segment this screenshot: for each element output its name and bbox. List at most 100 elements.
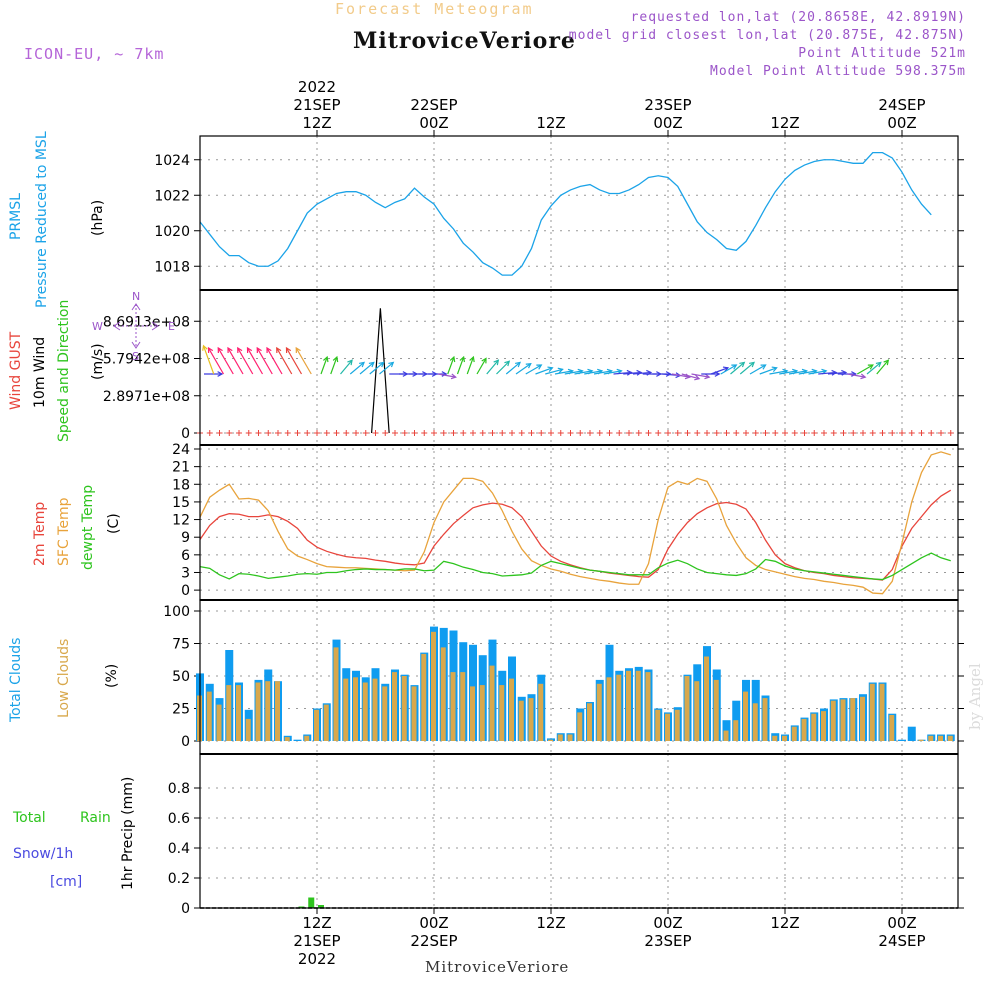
wind-arrow-head — [860, 373, 867, 380]
compass-rose — [113, 303, 159, 349]
wind-arrow — [285, 346, 303, 375]
low-cloud-bar — [216, 704, 222, 741]
bottom-hour-label: 00Z — [419, 914, 448, 932]
top-hour-label: 00Z — [653, 114, 682, 132]
wind-arrow-shaft — [295, 347, 312, 375]
low-cloud-bar — [772, 735, 778, 741]
wind-arrow-head — [875, 361, 882, 368]
rain-bar — [308, 897, 315, 908]
top-date-label: 23SEP — [644, 96, 691, 114]
wind-arrow-shaft — [466, 356, 474, 375]
low-cloud-bar — [284, 737, 290, 741]
wind-arrow-shaft — [632, 371, 651, 375]
wind-arrow — [525, 364, 543, 375]
model-point-altitude: Model Point Altitude 598.375m — [710, 64, 966, 79]
wind-arrow-shaft — [769, 370, 788, 375]
temp-tick-label: 18 — [172, 477, 190, 493]
wind-arrow-head — [739, 361, 746, 368]
wind-arrow — [359, 361, 375, 375]
wind-arrow — [720, 364, 738, 375]
wind-arrow-shaft — [603, 370, 622, 375]
wind-arrow — [671, 373, 691, 380]
wind-arrow-head — [665, 371, 672, 377]
wind-arrow-head — [469, 355, 475, 363]
wind-arrow — [256, 346, 273, 375]
wind-arrow-shaft — [818, 371, 837, 375]
top-hour-label: 12Z — [770, 114, 799, 132]
wind-arrow-head — [295, 346, 301, 354]
low-cloud-bar — [811, 713, 817, 741]
wind-arrow-shaft — [739, 361, 755, 375]
compass-w-label: W — [92, 320, 103, 333]
point-altitude: Point Altitude 521m — [798, 46, 966, 61]
low-cloud-bar — [226, 685, 232, 741]
wind-arrow-shaft — [584, 370, 603, 375]
wind-arrow-head — [285, 346, 292, 354]
low-cloud-bar — [206, 691, 212, 741]
low-cloud-bar — [421, 653, 427, 741]
wind-arrow-head — [227, 346, 233, 354]
wind-arrow-shaft — [779, 370, 798, 375]
wind-arrow-head — [441, 371, 448, 377]
wind-arrow-shaft — [207, 347, 225, 375]
label-snow: Snow/1h — [13, 846, 74, 862]
rain-bar — [298, 906, 305, 908]
wind-arrow-shaft — [554, 370, 573, 375]
low-cloud-bar — [411, 686, 417, 741]
low-cloud-bar — [265, 681, 271, 741]
wind-arrow — [818, 369, 838, 376]
wind-arrow-shaft — [866, 361, 882, 375]
low-cloud-bar — [245, 718, 251, 741]
wind-arrow-head — [883, 359, 890, 366]
wind-arrow-shaft — [788, 370, 807, 375]
low-cloud-bar — [372, 678, 378, 741]
pressure-tick-label: 1018 — [154, 259, 190, 275]
low-cloud-bar — [343, 678, 349, 741]
wind-arrow-shaft — [759, 367, 777, 375]
panel-frame-w — [199, 289, 959, 446]
wind-arrow-shaft — [808, 370, 827, 375]
compass-west-head — [113, 321, 121, 331]
wind-arrow-shaft — [535, 367, 553, 375]
wind-arrow-head — [504, 360, 511, 367]
wind-arrow-shaft — [856, 364, 874, 375]
wind-arrow-head — [481, 357, 487, 364]
wind-arrow — [204, 371, 224, 377]
wind-arrow — [340, 359, 353, 375]
requested-coords: requested lon,lat (20.8658E, 42.8919N) — [630, 10, 966, 25]
wind-arrow — [369, 361, 385, 375]
temp-tick-label: 6 — [181, 548, 190, 564]
low-cloud-bar — [596, 683, 602, 741]
wind-arrow-shaft — [545, 368, 563, 375]
wind-arrow-shaft — [359, 361, 375, 375]
low-cloud-bar — [850, 698, 856, 741]
wind-arrow-shaft — [486, 359, 499, 375]
wind-arrow — [202, 344, 215, 375]
low-cloud-bar — [752, 703, 758, 741]
precip-tick-label: 0.6 — [168, 811, 190, 827]
wind-arrow-head — [256, 346, 262, 354]
wind-arrow — [515, 362, 532, 375]
wind-arrow-head — [867, 364, 874, 370]
low-cloud-bar — [694, 681, 700, 741]
total-cloud-bar — [293, 739, 302, 741]
station-title: MitroviceVeriore — [353, 28, 576, 54]
wind-arrow — [466, 355, 475, 375]
wind-arrow-head — [237, 346, 243, 354]
low-cloud-bar — [655, 709, 661, 741]
wind-arrow-shaft — [710, 367, 729, 375]
low-cloud-bar — [499, 685, 505, 741]
wind-arrow-shaft — [340, 359, 353, 375]
low-cloud-bar — [879, 683, 885, 741]
top-hour-label: 12Z — [302, 114, 331, 132]
low-cloud-bar — [489, 665, 495, 741]
low-cloud-bar — [821, 711, 826, 741]
wind-arrow-head — [694, 374, 701, 381]
wind-arrow — [496, 360, 511, 375]
wind-arrow-shaft — [671, 373, 690, 378]
model-label: ICON-EU, ~ 7km — [24, 45, 165, 63]
rain-bar — [318, 905, 324, 908]
low-cloud-bar — [548, 739, 553, 741]
wind-tick-label: 0 — [181, 426, 190, 442]
